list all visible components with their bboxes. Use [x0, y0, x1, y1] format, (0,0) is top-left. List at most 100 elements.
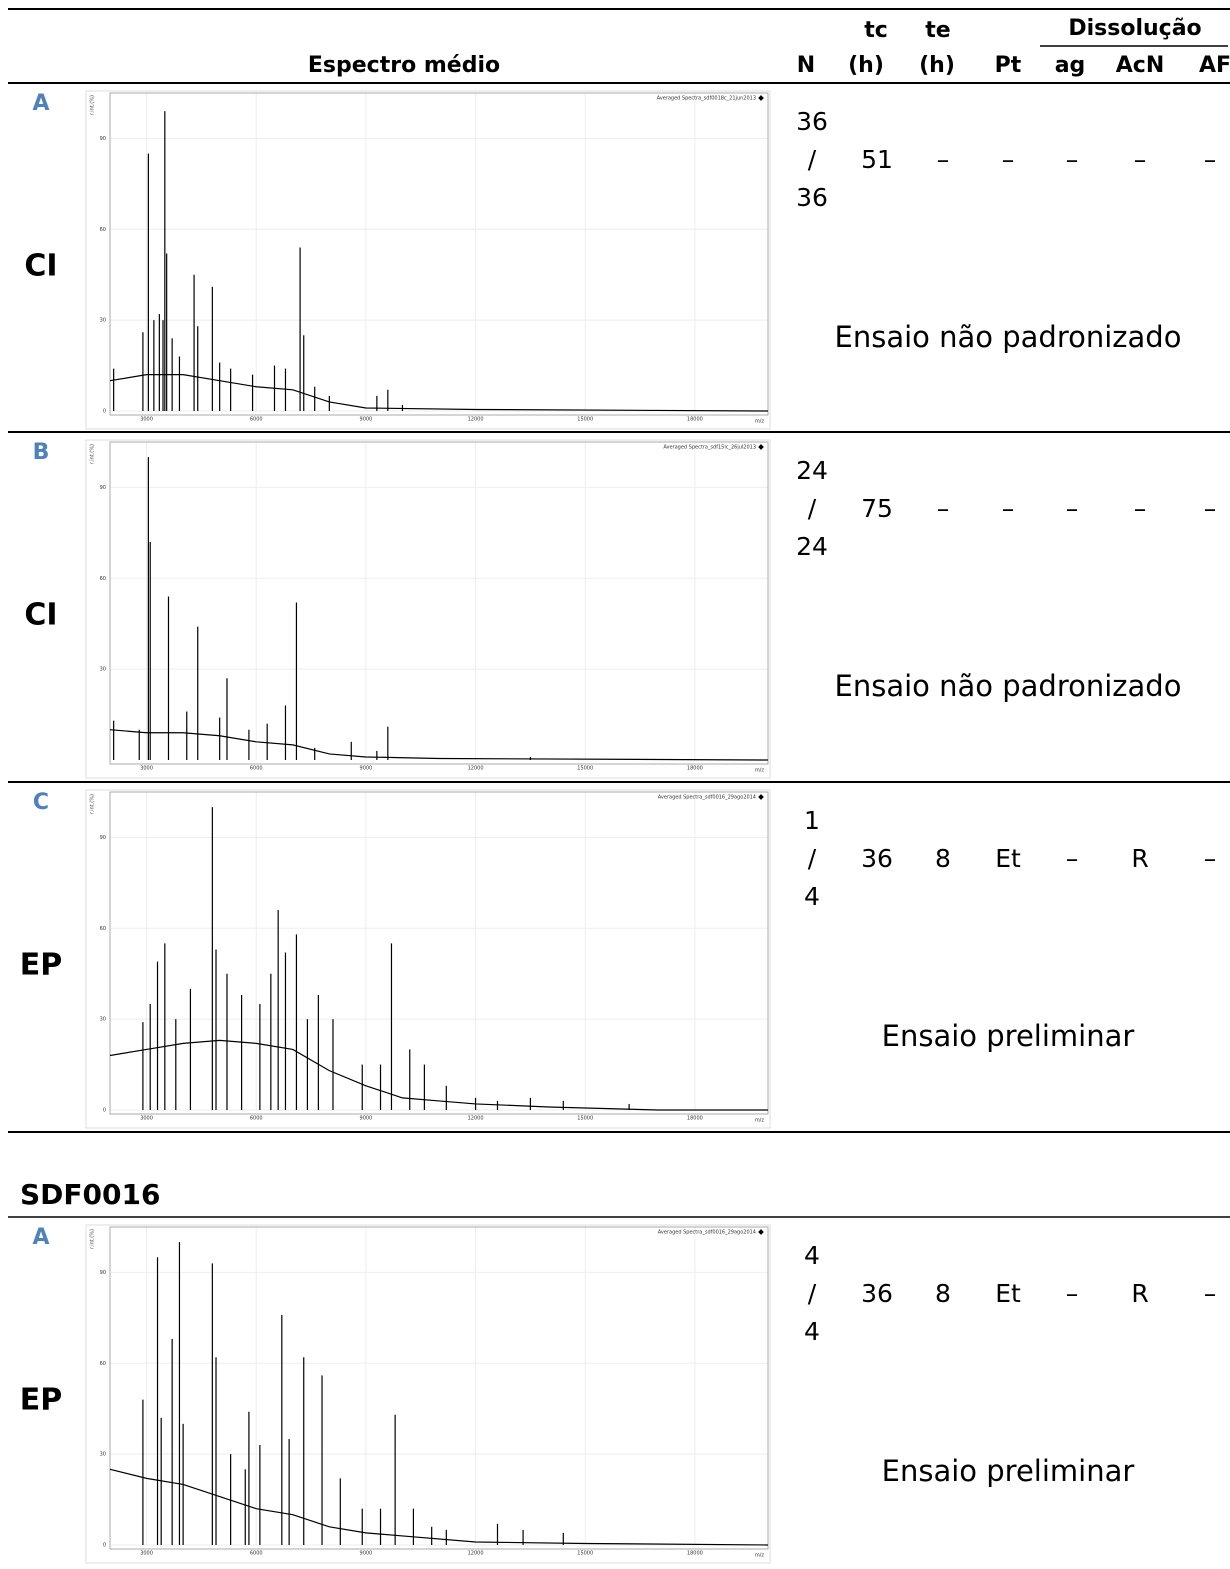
y-axis-label: r.int.(%) [90, 794, 96, 814]
y-tick-label: 0 [103, 409, 106, 415]
header-af: AF [1199, 53, 1230, 78]
y-tick-label: 30 [100, 318, 106, 324]
legend-marker [758, 444, 764, 450]
spectrum-frame [85, 1224, 771, 1564]
cell-acn: R [1131, 844, 1148, 873]
x-tick-label: 12000 [468, 1116, 484, 1122]
spectrum-legend: Averaged Spectra_sdf0016_29ago2014 [658, 1230, 756, 1236]
header-acn: AcN [1116, 53, 1164, 78]
y-tick-label: 60 [100, 926, 106, 932]
baseline [109, 729, 769, 761]
cell-n-top: 24 [796, 456, 828, 485]
cell-te: 8 [935, 1279, 951, 1308]
y-tick-label: 0 [103, 1108, 106, 1114]
cell-pt: Et [995, 1279, 1021, 1308]
cell-af: – [1204, 1279, 1217, 1308]
row-note: Ensaio não padronizado [835, 669, 1182, 703]
header-spectrum: Espectro médio [308, 53, 500, 78]
cell-tc: 75 [861, 494, 893, 523]
header-tc-unit: (h) [848, 53, 884, 78]
x-tick-label: 18000 [687, 1116, 703, 1122]
row-group: CI [24, 249, 57, 284]
y-tick-label: 30 [100, 1017, 106, 1023]
x-tick-label: 18000 [687, 417, 703, 423]
x-tick-label: 15000 [577, 417, 593, 423]
x-tick-label: 9000 [360, 1551, 373, 1557]
x-tick-label: 3000 [140, 766, 153, 772]
y-axis-label: r.int.(%) [90, 95, 96, 115]
cell-acn: – [1134, 145, 1147, 174]
row-letter: A [32, 1225, 49, 1250]
cell-pt: – [1002, 145, 1015, 174]
cell-te: – [937, 145, 950, 174]
cell-n-top: 4 [804, 1241, 820, 1270]
header-te-unit: (h) [919, 53, 955, 78]
header-pt: Pt [995, 53, 1022, 78]
x-tick-label: 3000 [140, 1551, 153, 1557]
spectrum: 3000 6000 9000 12000 15000 18000 0 30 60 90 r.int.… [85, 90, 771, 430]
cell-n-sep: / [808, 494, 817, 523]
plot-border [109, 1226, 769, 1550]
x-axis-label: m/z [755, 1118, 765, 1124]
x-tick-label: 15000 [577, 1551, 593, 1557]
y-tick-label: 0 [103, 1543, 106, 1549]
x-tick-label: 9000 [360, 766, 373, 772]
cell-n-bottom: 4 [804, 882, 820, 911]
cell-acn: R [1131, 1279, 1148, 1308]
legend-marker [758, 1229, 764, 1235]
row-letter: B [33, 440, 50, 465]
cell-af: – [1204, 494, 1217, 523]
row-group: EP [20, 948, 62, 983]
cell-af: – [1204, 844, 1217, 873]
y-tick-label: 90 [100, 1270, 106, 1276]
x-tick-label: 6000 [250, 766, 263, 772]
row-note: Ensaio preliminar [882, 1454, 1135, 1488]
spectrum-legend: Averaged Spectra_sdf0018c_21jun2013 [657, 96, 756, 102]
x-tick-label: 18000 [687, 766, 703, 772]
cell-te: 8 [935, 844, 951, 873]
x-tick-label: 12000 [468, 417, 484, 423]
y-tick-label: 30 [100, 1452, 106, 1458]
spectrum-legend: Averaged Spectra_sdf15lc_26jul2013 [663, 445, 756, 451]
cell-n-sep: / [808, 145, 817, 174]
header-dissolution: Dissolução [1068, 16, 1201, 41]
cell-n-bottom: 4 [804, 1317, 820, 1346]
x-axis-label: m/z [755, 1553, 765, 1559]
cell-tc: 36 [861, 844, 893, 873]
header-ag: ag [1055, 53, 1086, 78]
y-axis-label: r.int.(%) [90, 1229, 96, 1249]
x-tick-label: 6000 [250, 417, 263, 423]
spectrum-frame [85, 90, 771, 430]
x-tick-label: 6000 [250, 1551, 263, 1557]
y-tick-label: 60 [100, 1361, 106, 1367]
section-title: SDF0016 [20, 1178, 160, 1211]
row-note: Ensaio preliminar [882, 1019, 1135, 1053]
cell-ag: – [1066, 844, 1079, 873]
cell-te: – [937, 494, 950, 523]
spectrum: 3000 6000 9000 12000 15000 18000 0 30 60 90 r.int.… [85, 1224, 771, 1564]
cell-acn: – [1134, 494, 1147, 523]
spectrum-frame [85, 789, 771, 1129]
spectrum: 3000 6000 9000 12000 15000 18000 0 30 60 90 r.int.… [85, 789, 771, 1129]
x-tick-label: 9000 [360, 417, 373, 423]
cell-tc: 36 [861, 1279, 893, 1308]
x-tick-label: 6000 [250, 1116, 263, 1122]
cell-pt: Et [995, 844, 1021, 873]
cell-af: – [1204, 145, 1217, 174]
cell-n-bottom: 36 [796, 183, 828, 212]
cell-n-sep: / [808, 1279, 817, 1308]
cell-ag: – [1066, 145, 1079, 174]
x-tick-label: 12000 [468, 766, 484, 772]
x-tick-label: 9000 [360, 1116, 373, 1122]
y-tick-label: 90 [100, 835, 106, 841]
plot-border [109, 92, 769, 416]
x-axis-label: m/z [755, 768, 765, 774]
y-tick-label: 60 [100, 227, 106, 233]
baseline [109, 1468, 769, 1546]
header-te: te [925, 18, 950, 43]
row-note: Ensaio não padronizado [835, 320, 1182, 354]
spectrum-frame [85, 439, 771, 779]
cell-n-top: 36 [796, 107, 828, 136]
plot-border [109, 791, 769, 1115]
